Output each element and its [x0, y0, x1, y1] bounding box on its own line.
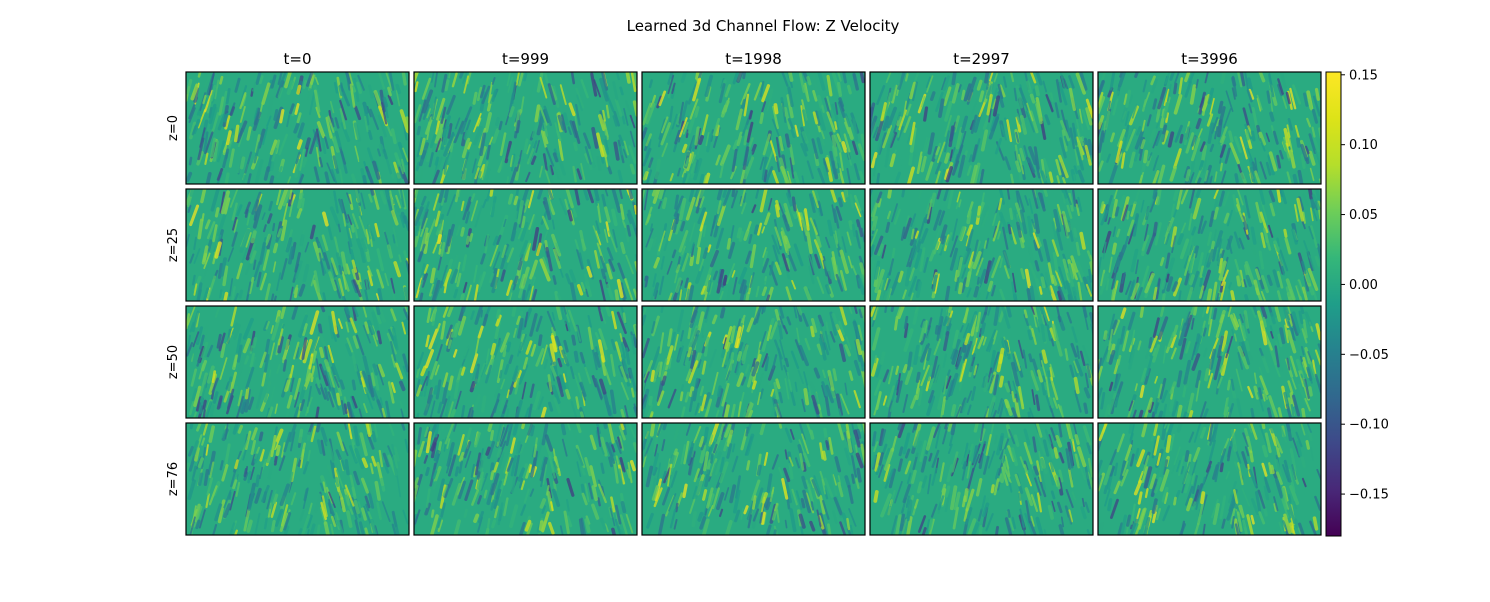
colorbar-tick-label: −0.15 [1349, 488, 1389, 503]
heatmap-panel [641, 71, 866, 185]
colorbar-tick-label: 0.00 [1349, 278, 1378, 293]
colorbar: 0.15 0.10 0.05 0.00 −0.05 −0.10 −0.15 [1325, 68, 1389, 537]
heatmap-panel [641, 188, 866, 302]
heatmap-panel [185, 305, 410, 419]
row-label: z=50 [166, 345, 181, 379]
row-label: z=0 [166, 115, 181, 141]
heatmap-panels [185, 71, 1322, 536]
heatmap-panel [413, 71, 638, 185]
heatmap-panel [185, 422, 410, 536]
heatmap-panel [641, 305, 866, 419]
column-title: t=3996 [1181, 50, 1238, 68]
colorbar-ticks: 0.15 0.10 0.05 0.00 −0.05 −0.10 −0.15 [1341, 68, 1389, 503]
heatmap-panel [413, 305, 638, 419]
colorbar-tick-label: −0.10 [1349, 418, 1389, 433]
chart-title: Learned 3d Channel Flow: Z Velocity [627, 17, 900, 35]
column-titles: t=0 t=999 t=1998 t=2997 t=3996 [284, 50, 1238, 68]
row-label: z=25 [166, 228, 181, 262]
colorbar-tick-label: 0.05 [1349, 208, 1378, 223]
heatmap-panel [1097, 305, 1322, 419]
colorbar-tick-label: 0.10 [1349, 138, 1378, 153]
row-labels: z=0 z=25 z=50 z=76 [166, 115, 181, 496]
heatmap-panel [641, 422, 866, 536]
heatmap-panel [1097, 71, 1322, 185]
colorbar-tick-label: 0.15 [1349, 68, 1378, 83]
heatmap-panel [413, 422, 638, 536]
heatmap-panel [869, 188, 1094, 302]
colorbar-tick-label: −0.05 [1349, 348, 1389, 363]
column-title: t=2997 [953, 50, 1010, 68]
heatmap-panel [185, 188, 410, 302]
column-title: t=1998 [725, 50, 782, 68]
heatmap-panel [413, 188, 638, 302]
row-label: z=76 [166, 462, 181, 496]
column-title: t=999 [502, 50, 549, 68]
heatmap-panel [869, 305, 1094, 419]
heatmap-panel [185, 71, 410, 185]
heatmap-panel [869, 71, 1094, 185]
column-title: t=0 [284, 50, 312, 68]
heatmap-panel [869, 422, 1094, 536]
heatmap-panel [1097, 422, 1322, 536]
heatmap-panel [1097, 188, 1322, 302]
colorbar-gradient [1325, 71, 1342, 537]
